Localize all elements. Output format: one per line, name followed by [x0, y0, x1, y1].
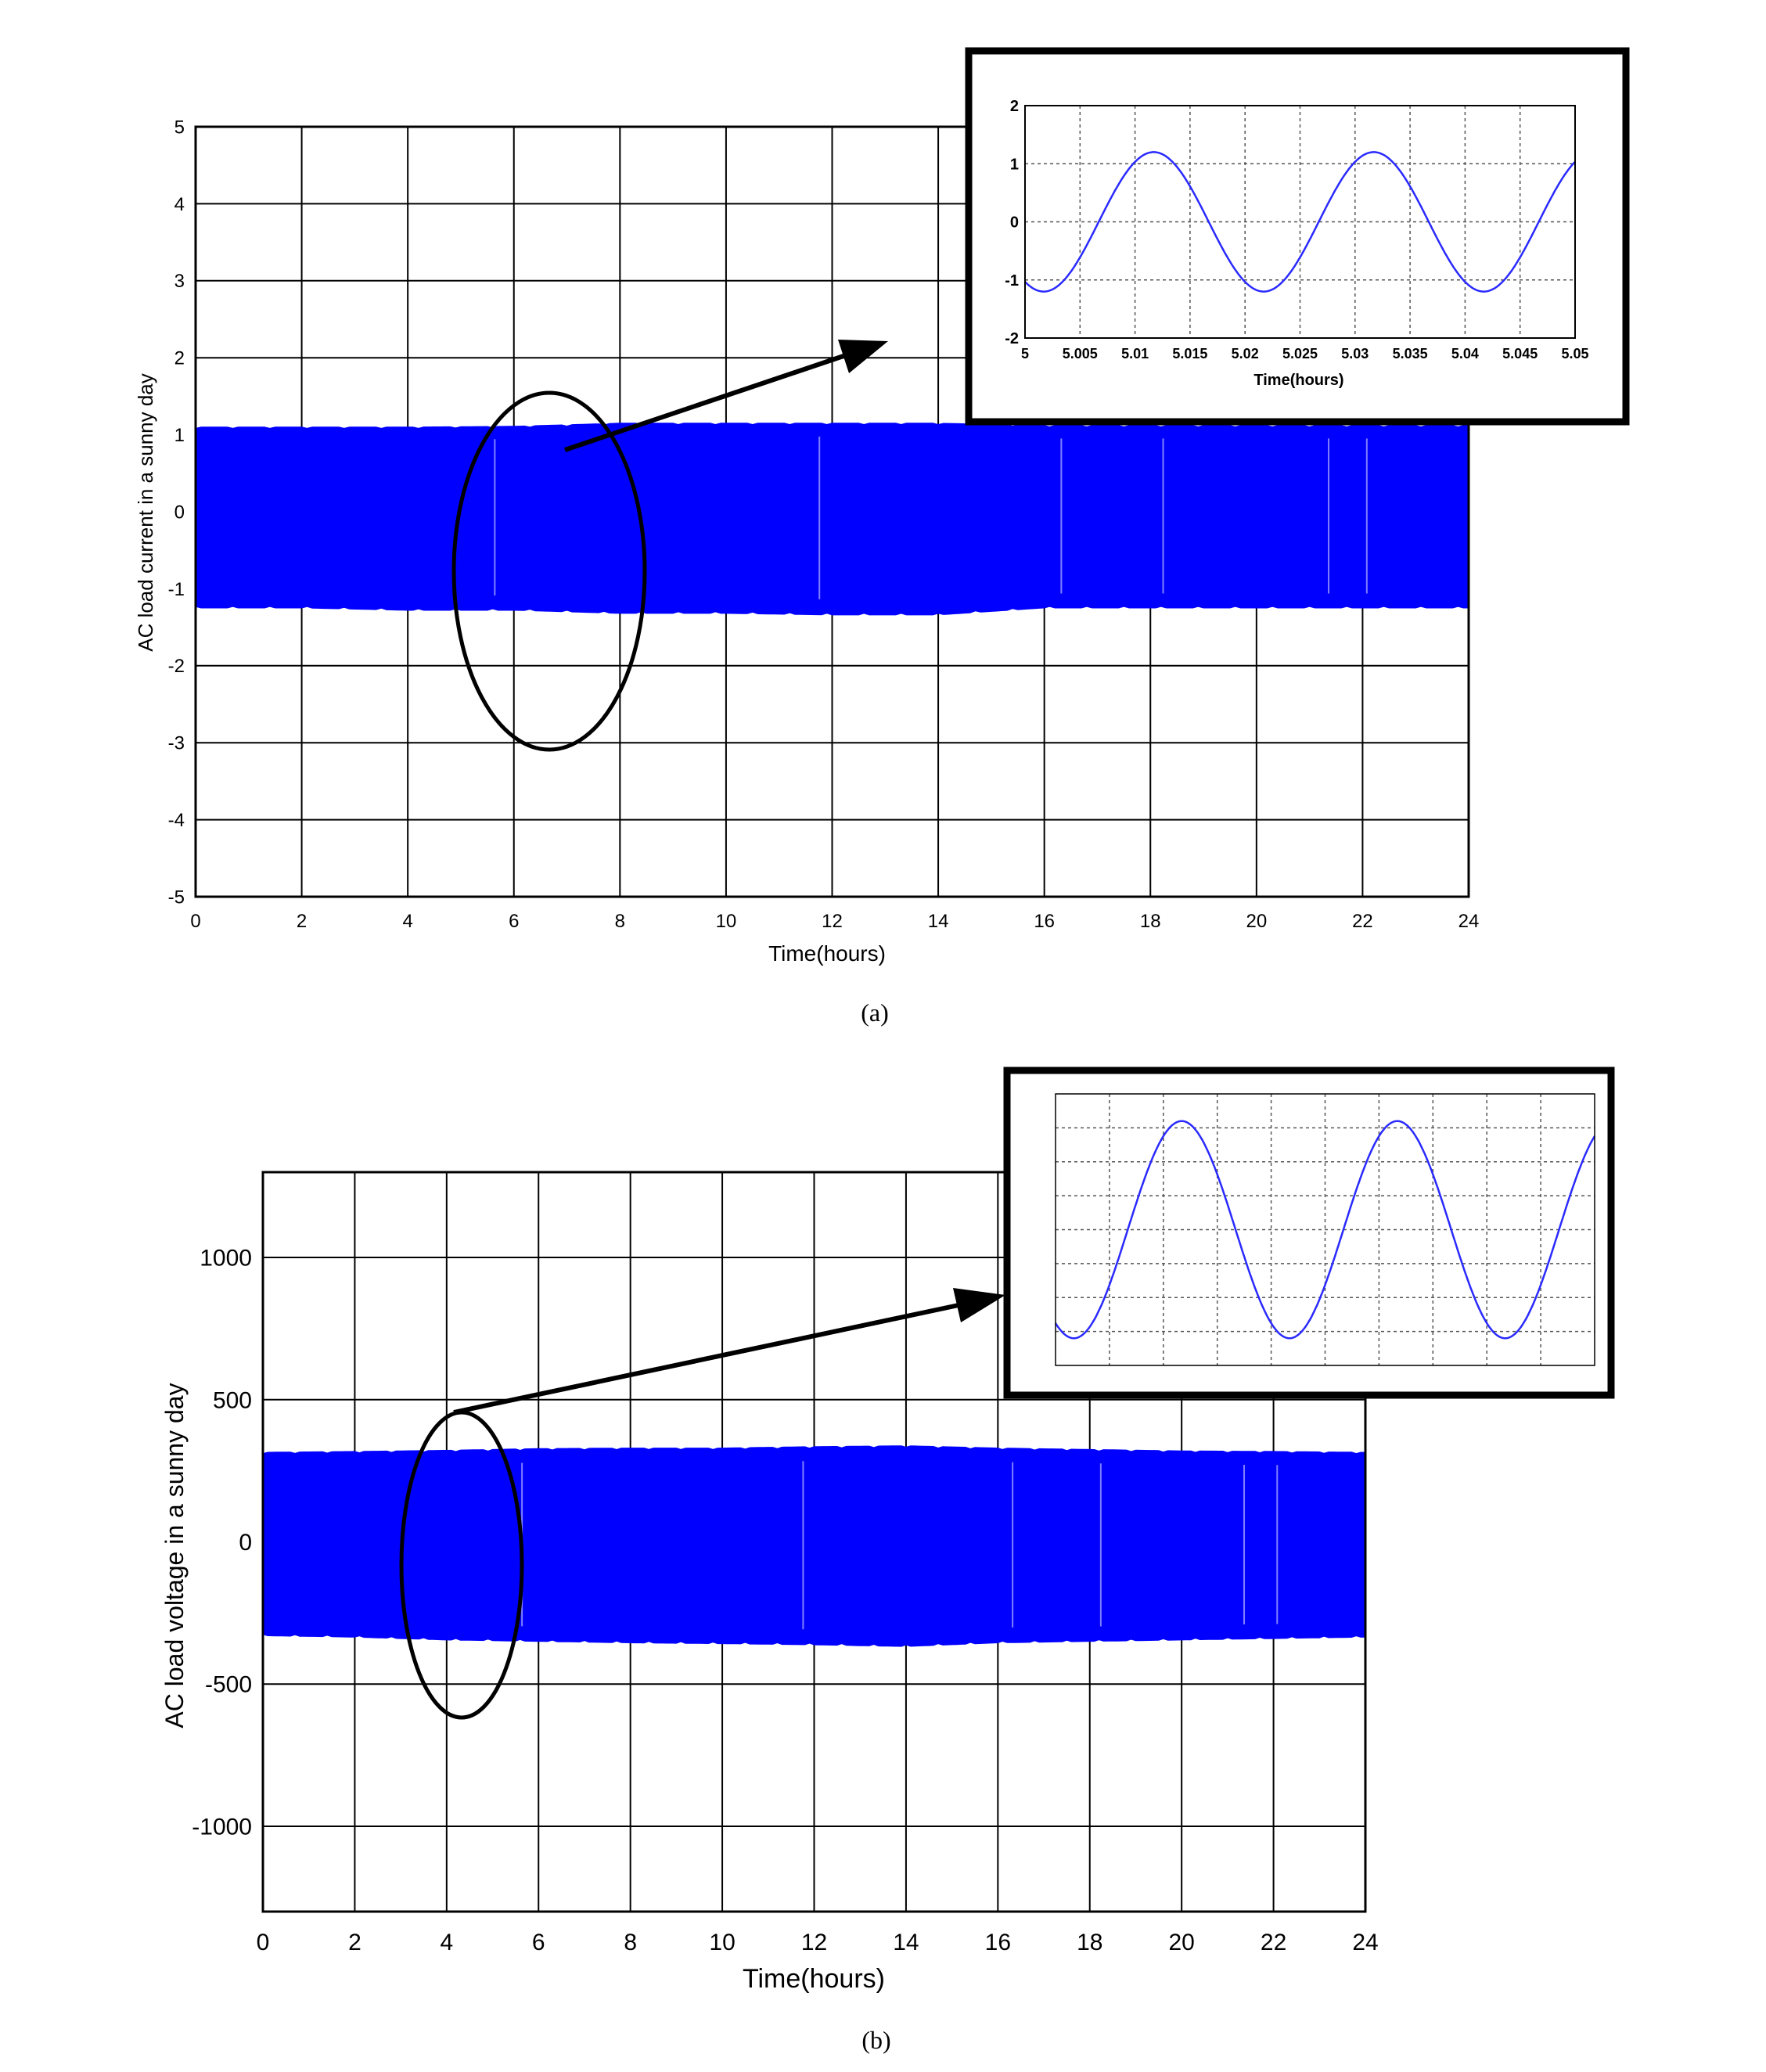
- inset-y-tick-label: 2: [1010, 98, 1019, 115]
- y-tick-label: 3: [174, 271, 185, 292]
- x-tick-label: 18: [1140, 911, 1161, 932]
- x-tick-label: 0: [190, 911, 200, 932]
- inset-x-tick-label: 5.045: [1502, 346, 1538, 362]
- inset-x-tick-label: 5.01: [1121, 346, 1149, 362]
- chart-a-inset-grid: [1025, 106, 1575, 338]
- chart-a-inset-box: [965, 47, 1630, 426]
- inset-x-tick-label: 5.025: [1282, 346, 1318, 362]
- chart-b-inset-frame: [1055, 1093, 1595, 1366]
- chart-a-signal: [195, 423, 1469, 616]
- chart-b-y-axis-label: AC load voltage in a sunny day: [160, 1383, 189, 1728]
- inset-x-tick-label: 5.02: [1232, 346, 1259, 362]
- x-tick-label: 12: [822, 911, 843, 932]
- x-tick-label: 22: [1261, 1930, 1286, 1955]
- chart-b-inset-box: [1003, 1067, 1615, 1399]
- chart-a-inset-x-axis-label: Time(hours): [1253, 372, 1343, 389]
- inset-x-tick-label: 5.015: [1172, 346, 1207, 362]
- x-tick-label: 20: [1246, 911, 1267, 932]
- x-tick-label: 20: [1168, 1930, 1194, 1955]
- chart-a-zoom-arrowhead: [838, 340, 888, 373]
- inset-x-tick-label: 5.05: [1561, 346, 1588, 362]
- x-tick-label: 16: [1034, 911, 1055, 932]
- x-tick-label: 6: [532, 1930, 545, 1955]
- inset-y-tick-label: 0: [1010, 214, 1019, 232]
- y-tick-label: -4: [168, 810, 185, 831]
- y-tick-label: 500: [213, 1387, 252, 1413]
- x-tick-label: 0: [257, 1930, 270, 1955]
- chart-b-inset-signal: [1054, 1120, 1596, 1340]
- chart-a-zoom-ellipse: [451, 390, 647, 752]
- inset-y-tick-label: 1: [1010, 156, 1019, 173]
- chart-b-inset-grid: [1056, 1094, 1595, 1365]
- y-tick-label: -5: [168, 887, 185, 908]
- x-tick-label: 10: [716, 911, 737, 932]
- inset-x-tick-label: 5.035: [1393, 346, 1428, 362]
- chart-b-y-tick-labels: -1000 -500 0 500 1000: [192, 1246, 252, 1840]
- chart-b-signal: [262, 1445, 1366, 1647]
- signal-envelope: [262, 1445, 1366, 1647]
- signal-envelope: [195, 423, 1469, 616]
- inset-y-tick-label: -2: [1005, 330, 1019, 347]
- x-tick-label: 10: [709, 1930, 735, 1955]
- x-tick-label: 16: [985, 1930, 1011, 1955]
- y-tick-label: -500: [205, 1672, 252, 1698]
- x-tick-label: 2: [297, 911, 307, 932]
- y-tick-label: -1: [168, 579, 185, 600]
- x-tick-label: 18: [1077, 1930, 1102, 1955]
- x-tick-label: 8: [615, 911, 625, 932]
- x-tick-label: 12: [801, 1930, 827, 1955]
- chart-a-x-axis-label: Time(hours): [768, 941, 886, 966]
- y-tick-label: 1000: [200, 1246, 252, 1272]
- x-tick-label: 4: [440, 1930, 453, 1955]
- chart-b-zoom-arrowhead: [953, 1288, 1005, 1322]
- chart-a-y-tick-labels: -5 -4 -3 -2 -1 0 1 2 3 4 5: [168, 117, 185, 908]
- x-tick-label: 24: [1458, 911, 1480, 932]
- chart-b-plot-frame: [261, 1171, 1367, 1913]
- y-tick-label: 4: [174, 194, 185, 215]
- inset-y-tick-label: -1: [1005, 272, 1019, 290]
- chart-a-inset-frame: [1024, 105, 1576, 339]
- y-tick-label: 2: [174, 348, 185, 369]
- inset-x-tick-label: 5.04: [1451, 346, 1479, 362]
- x-tick-label: 14: [928, 911, 949, 932]
- x-tick-label: 2: [348, 1930, 361, 1955]
- chart-a-inset-y-tick-labels: -2 -1 0 1 2: [1005, 98, 1019, 347]
- inset-sine-wave: [1054, 1120, 1596, 1340]
- y-tick-label: -1000: [192, 1814, 252, 1840]
- x-tick-label: 14: [893, 1930, 919, 1955]
- y-tick-label: 0: [174, 502, 185, 523]
- chart-b-caption: (b): [861, 2026, 890, 2054]
- x-tick-label: 22: [1352, 911, 1373, 932]
- x-tick-label: 6: [509, 911, 519, 932]
- chart-a-x-tick-labels: 0 2 4 6 8 10 12 14 16 18 20 22 24: [190, 911, 1479, 932]
- inset-x-tick-label: 5: [1021, 346, 1029, 362]
- chart-a-inset-signal: [1024, 151, 1576, 293]
- y-tick-label: 5: [174, 117, 185, 138]
- chart-a-caption: (a): [861, 998, 889, 1027]
- chart-a-plot-frame: [194, 125, 1470, 898]
- chart-a-zoom-arrow: [564, 354, 844, 452]
- y-tick-label: -3: [168, 733, 185, 754]
- chart-b-zoom-arrow: [453, 1303, 959, 1415]
- inset-x-tick-label: 5.03: [1341, 346, 1369, 362]
- y-tick-label: 1: [174, 425, 185, 446]
- y-tick-label: -2: [168, 656, 185, 677]
- x-tick-label: 8: [624, 1930, 637, 1955]
- chart-a-inset-x-tick-labels: 5 5.005 5.01 5.015 5.02 5.025 5.03 5.035 5.04 5.0…: [1021, 346, 1589, 362]
- chart-b-x-axis-label: Time(hours): [743, 1964, 885, 1994]
- x-tick-label: 24: [1352, 1930, 1378, 1955]
- inset-sine-wave: [1024, 151, 1576, 293]
- inset-x-tick-label: 5.005: [1063, 346, 1098, 362]
- chart-a-y-axis-label: AC load current in a sunny day: [134, 373, 157, 652]
- y-tick-label: 0: [239, 1530, 252, 1556]
- chart-b-x-tick-labels: 0 2 4 6 8 10 12 14 16 18 20 22 24: [257, 1930, 1379, 1955]
- x-tick-label: 4: [402, 911, 412, 932]
